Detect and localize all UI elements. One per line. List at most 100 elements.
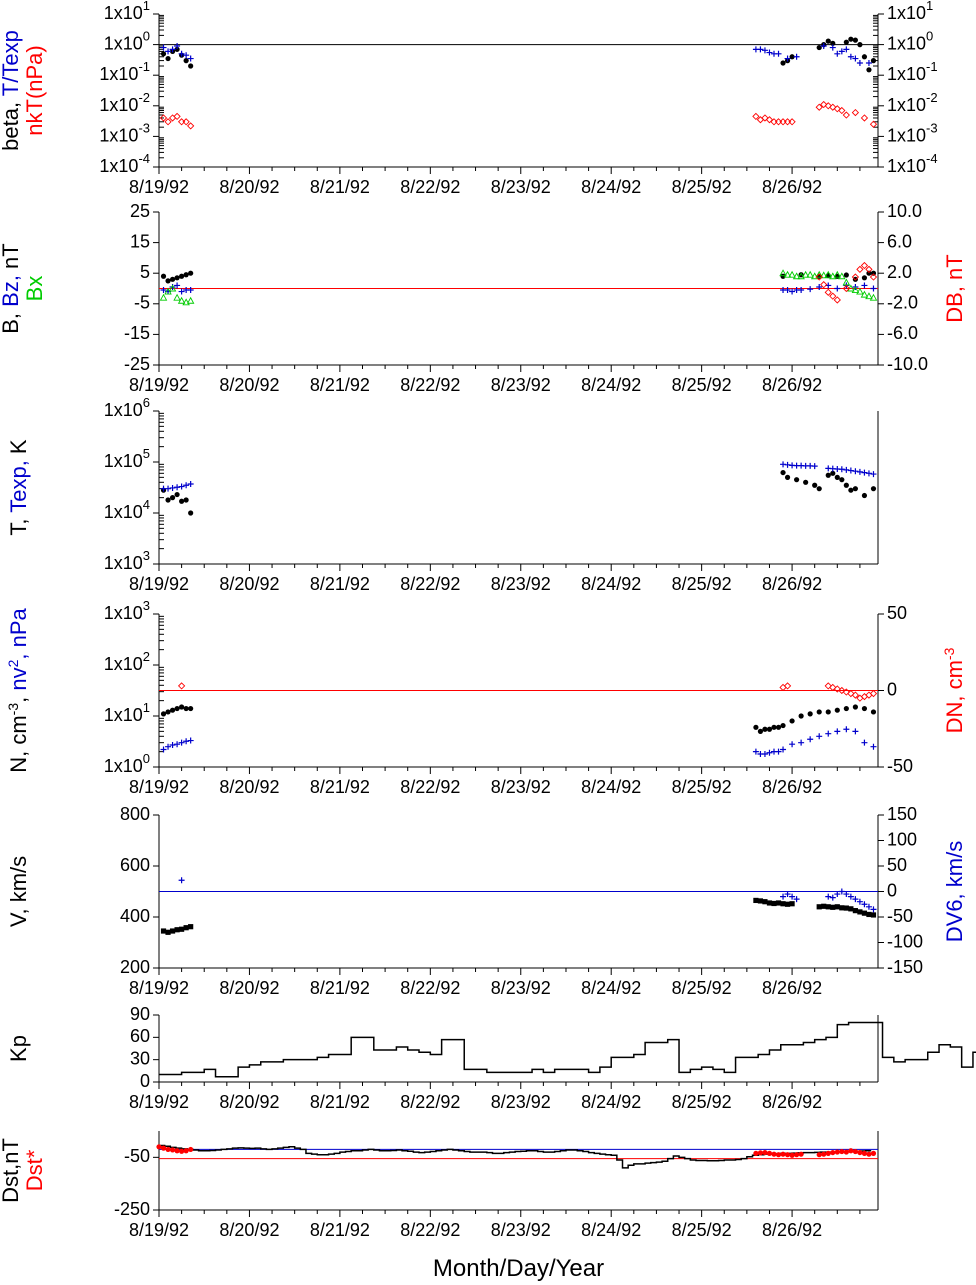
beta-data-point (173, 112, 181, 121)
temperature-data-point (843, 466, 850, 473)
temperature-y-tick-label: 1x104 (104, 497, 150, 522)
b-field-data-point (834, 285, 841, 292)
velocity-data-point (843, 891, 850, 898)
beta-data-point (187, 122, 195, 130)
kp-x-tick-label: 8/20/92 (219, 1092, 279, 1112)
velocity-x-tick-label: 8/19/92 (129, 978, 189, 998)
velocity-x-tick-label: 8/24/92 (581, 978, 641, 998)
b-field-data-point (182, 298, 190, 306)
temperature-x-tick-label: 8/19/92 (129, 574, 189, 594)
temperature-y-tick-label-exponent: 4 (143, 497, 150, 512)
temperature-y-tick-label: 1x106 (104, 395, 150, 420)
temperature-x-tick-label: 8/23/92 (491, 574, 551, 594)
velocity-data-point (829, 894, 836, 901)
beta-left-axis-title: beta, T/Texp (0, 30, 23, 151)
beta-y-tick-label-base: 1x10 (99, 95, 138, 115)
velocity-data-point (174, 927, 180, 933)
density-data-point (179, 704, 185, 710)
b-field-data-point (861, 282, 868, 289)
temperature-data-point (852, 468, 859, 475)
beta-y-tick-label-base: 1x10 (104, 3, 143, 23)
temperature-y-tick-label: 1x105 (104, 446, 150, 471)
density-data-point (165, 743, 172, 750)
b-field-x-tick-label: 8/19/92 (129, 375, 189, 395)
density-data-point (783, 682, 792, 690)
b-field-data-point (861, 275, 868, 281)
kp-y-tick-label: 90 (130, 1004, 150, 1024)
dst-data-point (870, 1150, 877, 1156)
b-field-left-axis-title: B, Bz, nT (0, 243, 23, 334)
b-field-data-point (801, 270, 810, 278)
dst-x-tick-label: 8/21/92 (310, 1220, 370, 1240)
dst-data-point (169, 1147, 176, 1153)
temperature-y-tick-label-exponent: 3 (143, 548, 150, 563)
density-x-tick-label: 8/19/92 (129, 777, 189, 797)
temperature-data-point (169, 484, 176, 491)
b-field-x-tick-label: 8/26/92 (762, 375, 822, 395)
temperature-data-point (848, 487, 854, 493)
b-field-data-point (177, 296, 186, 304)
density-data-point (851, 691, 860, 699)
beta-data-point (865, 60, 872, 67)
density-y-tick-label-base: 1x10 (104, 603, 143, 623)
b-field-data-point (789, 288, 796, 295)
temperature-data-point (178, 483, 185, 490)
temperature-data-point (852, 486, 858, 492)
dst-x-tick-label: 8/23/92 (491, 1220, 551, 1240)
density-y-tick-label-exponent: 0 (143, 751, 150, 766)
b-field-data-point (160, 287, 167, 294)
density-data-point (766, 726, 773, 732)
kp-left-axis-title: Kp (6, 1035, 31, 1062)
velocity-data-point (762, 899, 768, 905)
b-field-data-point (819, 271, 828, 279)
beta-y-tick-label-exponent: -1 (138, 59, 150, 74)
beta-data-point (838, 48, 845, 55)
b-field-data-point (784, 287, 791, 294)
beta-data-point (843, 39, 849, 45)
b-field-data-point (810, 272, 819, 280)
beta-y-tick-label-exponent: -2 (138, 90, 150, 105)
beta-right-y-tick-label-exponent: -3 (926, 120, 938, 135)
density-data-point (160, 711, 167, 717)
beta-right-y-tick-label: 1x10-4 (887, 151, 938, 176)
b-field-data-point (838, 272, 846, 280)
density-data-point (174, 741, 181, 748)
b-field-x-tick-label: 8/23/92 (491, 375, 551, 395)
temperature-y-tick-label: 1x103 (104, 548, 150, 573)
density-data-point (798, 739, 805, 746)
velocity-data-point (861, 910, 868, 916)
dst-data-point (857, 1149, 863, 1156)
kp-left-axis-title-part: Kp (6, 1035, 31, 1062)
density-right-y-tick-label: -50 (887, 756, 913, 776)
dst-x-tick-label: 8/19/92 (129, 1220, 189, 1240)
velocity-data-point (179, 926, 185, 932)
b-field-data-point (852, 276, 858, 282)
velocity-data-point (784, 891, 791, 898)
density-data-point (753, 724, 759, 730)
b-field-y-tick-label: -15 (124, 323, 150, 343)
beta-y-tick-label: 1x101 (104, 0, 150, 23)
velocity-data-point (852, 908, 858, 914)
b-field-data-point (842, 284, 850, 293)
kp-x-tick-label: 8/26/92 (762, 1092, 822, 1112)
velocity-data-point (825, 904, 831, 910)
b-field-data-point (788, 270, 796, 278)
velocity-y-tick-label: 200 (120, 957, 150, 977)
beta-data-point (765, 116, 774, 124)
b-field-data-point (820, 281, 828, 289)
density-data-point (838, 686, 846, 695)
density-y-tick-label-base: 1x10 (104, 654, 143, 674)
beta-data-point (761, 114, 769, 122)
beta-data-point (766, 49, 773, 56)
density-x-tick-label: 8/25/92 (672, 777, 732, 797)
velocity-data-point (178, 877, 185, 884)
beta-data-point (160, 44, 167, 51)
density-data-point (165, 709, 171, 715)
velocity-right-axis-title: DV6, km/s (942, 841, 967, 942)
b-field-data-point (159, 293, 168, 301)
velocity-data-point (870, 912, 877, 918)
temperature-data-point (794, 477, 800, 483)
beta-data-point (784, 55, 791, 62)
beta-data-point (869, 120, 878, 128)
b-field-x-tick-label: 8/22/92 (400, 375, 460, 395)
